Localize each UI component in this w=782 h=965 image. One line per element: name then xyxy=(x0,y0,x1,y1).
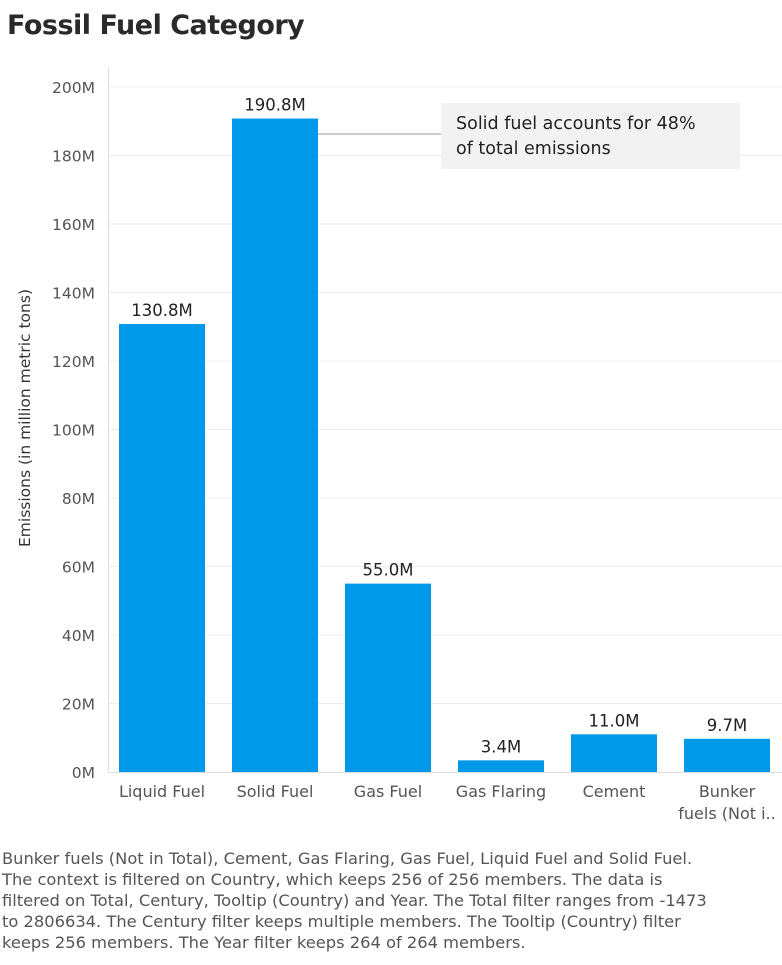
y-axis-label: Emissions (in million metric tons) xyxy=(16,289,34,547)
y-tick-label: 180M xyxy=(52,148,95,166)
y-tick-label: 80M xyxy=(62,490,95,508)
x-tick-label: Bunker xyxy=(699,782,756,801)
x-tick-label: Gas Flaring xyxy=(456,782,546,801)
caption-line: keeps 256 members. The Year filter keeps… xyxy=(2,933,526,952)
caption-line: filtered on Total, Century, Tooltip (Cou… xyxy=(2,891,707,910)
bar xyxy=(119,324,205,772)
caption-line: to 2806634. The Century filter keeps mul… xyxy=(2,912,681,931)
bar xyxy=(684,738,770,772)
x-tick-label: Liquid Fuel xyxy=(119,782,205,801)
y-tick-label: 20M xyxy=(62,696,95,714)
x-tick-label: Cement xyxy=(583,782,646,801)
data-label: 190.8M xyxy=(244,96,305,115)
caption-line: The context is filtered on Country, whic… xyxy=(2,870,663,889)
x-tick-label: Solid Fuel xyxy=(237,782,314,801)
chart-title: Fossil Fuel Category xyxy=(7,10,305,41)
y-tick-label: 120M xyxy=(52,353,95,371)
data-label: 11.0M xyxy=(589,711,640,730)
bar-chart: 0M 20M 40M 60M 80M 100M 120M 140M 160M 180M 200M 1… xyxy=(16,67,782,823)
bar xyxy=(345,583,431,772)
annotation-line: Solid fuel accounts for 48% xyxy=(456,114,696,134)
data-label: 9.7M xyxy=(707,716,747,735)
y-tick-label: 160M xyxy=(52,216,95,234)
gridlines xyxy=(108,86,782,704)
chart-caption: Bunker fuels (Not in Total), Cement, Gas… xyxy=(2,848,777,953)
bars xyxy=(119,118,770,772)
data-labels: 130.8M 190.8M 55.0M 3.4M 11.0M 9.7M xyxy=(131,96,747,757)
y-tick-label: 140M xyxy=(52,285,95,303)
x-tick-label: fuels (Not i.. xyxy=(678,804,775,823)
data-label: 55.0M xyxy=(363,561,414,580)
y-tick-label: 40M xyxy=(62,627,95,645)
bar xyxy=(232,118,318,772)
y-tick-label: 100M xyxy=(52,422,95,440)
y-tick-label: 0M xyxy=(72,764,95,782)
annotation-box: Solid fuel accounts for 48% of total emi… xyxy=(441,103,740,169)
y-axis-ticks: 0M 20M 40M 60M 80M 100M 120M 140M 160M 180M 200M xyxy=(52,79,95,782)
bar xyxy=(458,760,544,772)
bar xyxy=(571,734,657,772)
data-label: 130.8M xyxy=(131,301,192,320)
y-tick-label: 60M xyxy=(62,559,95,577)
x-axis-ticks: Liquid Fuel Solid Fuel Gas Fuel Gas Flaring… xyxy=(119,782,776,823)
x-tick-label: Gas Fuel xyxy=(354,782,422,801)
caption-line: Bunker fuels (Not in Total), Cement, Gas… xyxy=(2,849,693,868)
data-label: 3.4M xyxy=(481,737,521,756)
annotation-line: of total emissions xyxy=(456,139,611,159)
axes xyxy=(108,67,782,773)
y-tick-label: 200M xyxy=(52,79,95,97)
